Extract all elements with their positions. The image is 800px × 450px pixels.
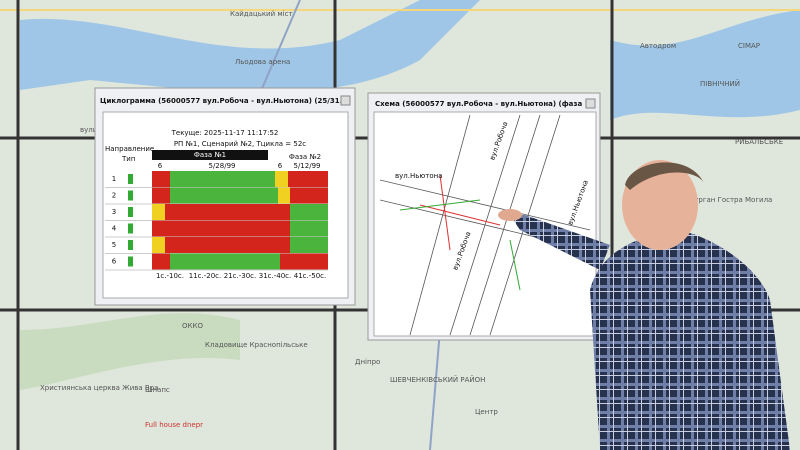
signal-icon — [128, 174, 133, 184]
street-label: вул.Ньютона — [395, 172, 442, 180]
close-button[interactable] — [585, 98, 596, 109]
map-label: Християнська церква Жива Вра — [40, 384, 158, 392]
row-number: 2 — [112, 192, 116, 200]
phase-cell — [280, 253, 328, 270]
person — [498, 160, 790, 450]
map-label: Автодром — [640, 42, 676, 50]
phase-params: 5/12/99 — [294, 162, 321, 170]
map-label: Льодова арена — [235, 58, 290, 66]
phase-count: 6 — [278, 162, 283, 170]
map-label: ШЕВЧЕНКІВСЬКИЙ РАЙОН — [390, 375, 485, 384]
river — [610, 10, 800, 120]
map-label: курган Гостра Могила — [690, 196, 772, 204]
signal-icon — [128, 223, 133, 234]
time-range: 1с.-10с. — [156, 272, 184, 280]
phase-cell — [152, 171, 170, 187]
phase-cell — [170, 171, 275, 187]
phase-count: 6 — [158, 162, 163, 170]
map-label: Шнапс — [145, 386, 170, 394]
phase-params: 5/28/99 — [209, 162, 236, 170]
phase-cell — [152, 187, 170, 204]
phase-cell — [278, 187, 290, 204]
map-label: РИБАЛЬСЬКЕ — [735, 138, 783, 146]
map-label: Дніпро — [355, 358, 380, 366]
phase-cell — [170, 187, 278, 204]
phase-cell — [290, 237, 328, 253]
signal-icon — [128, 256, 133, 267]
row-number: 1 — [112, 175, 116, 183]
scenario: РП №1, Сценарий №2, Тцикла = 52с — [174, 140, 306, 148]
phase-cell — [290, 204, 328, 220]
window-title: Циклограмма (56000577 вул.Робоча - вул.Н… — [100, 97, 348, 105]
type-header: Тип — [121, 155, 135, 163]
window-title: Схема (56000577 вул.Робоча - вул.Ньютона… — [375, 100, 593, 108]
time-range: 11с.-20с. — [189, 272, 222, 280]
close-button[interactable] — [340, 95, 351, 106]
map-label: Центр — [475, 408, 498, 416]
map-label: ПІВНІЧНИЙ — [700, 79, 740, 88]
row-number: 5 — [112, 241, 116, 249]
phase-cell — [170, 253, 280, 270]
row-number: 4 — [112, 225, 117, 233]
phase-cell — [275, 171, 288, 187]
phase-header: Фаза №1 — [194, 151, 226, 159]
row-number: 3 — [112, 208, 116, 216]
signal-icon — [128, 240, 133, 250]
phase-cell — [290, 187, 328, 204]
time-range: 41с.-50с. — [294, 272, 327, 280]
map-label: СІМАР — [738, 42, 760, 50]
phase-cell — [152, 253, 170, 270]
phase-header: Фаза №2 — [289, 153, 321, 161]
phase-cell — [152, 204, 165, 220]
phase-cell — [152, 237, 165, 253]
phase-cell — [152, 220, 290, 237]
time-range: 21с.-30с. — [224, 272, 257, 280]
phase-cell — [290, 220, 328, 237]
signal-icon — [128, 190, 133, 201]
time-range: 31с.-40с. — [259, 272, 292, 280]
phase-cell — [165, 204, 290, 220]
map-label: ОККО — [182, 322, 203, 330]
park — [20, 313, 240, 390]
scheme-window: Схема (56000577 вул.Робоча - вул.Ньютона… — [367, 92, 601, 341]
cyclogram-window: Циклограмма (56000577 вул.Робоча - вул.Н… — [94, 87, 356, 306]
signal-icon — [128, 207, 133, 217]
map-label: Full house dnepr — [145, 421, 203, 429]
map-label: Кайдацький міст — [230, 10, 293, 18]
phase-cell — [288, 171, 328, 187]
map-label: Кладовище Краснопільське — [205, 341, 308, 349]
river — [20, 0, 480, 93]
phase-cell — [165, 237, 290, 253]
direction-header: Направление — [105, 145, 154, 153]
row-number: 6 — [112, 258, 117, 266]
current-time: Текуще: 2025-11-17 11:17:52 — [171, 129, 279, 137]
